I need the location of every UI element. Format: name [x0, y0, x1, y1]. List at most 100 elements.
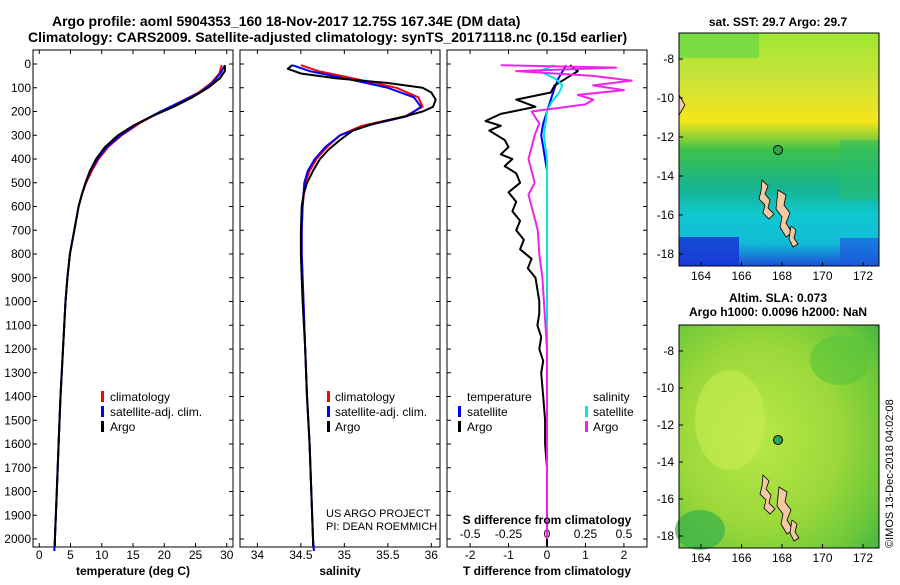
sst-map-frame [678, 32, 880, 267]
t-difference-tick-label: -2 [465, 548, 476, 562]
salinity-tick-label: 34.5 [289, 548, 313, 562]
t-difference-axis-ticks: -2 -1 0 1 2 [465, 50, 628, 562]
depth-tick-label: 1500 [4, 413, 31, 427]
map-lon-tick-label: 172 [853, 551, 873, 565]
series-line-climatology [53, 64, 223, 551]
series-line-climatology [300, 64, 424, 551]
legend-t-argo-label: Argo [467, 420, 493, 434]
legend-climatology-label: climatology [110, 390, 170, 404]
map-lat-tick-label: -16 [657, 208, 675, 222]
map-lat-tick-label: -10 [657, 381, 675, 395]
s-difference-tick-label: -0.5 [460, 527, 481, 541]
map-lon-tick-label: 166 [731, 551, 751, 565]
salinity-panel-frame [239, 49, 441, 548]
map-lat-tick-label: -14 [657, 169, 675, 183]
legend-t-argo-swatch [458, 421, 461, 432]
map-lat-tick-label: -10 [657, 91, 675, 105]
s-difference-tick-label: 0.25 [574, 527, 598, 541]
series-line-argo [53, 65, 226, 547]
sla-map-patch [695, 370, 765, 470]
depth-tick-label: 1600 [4, 437, 31, 451]
temperature-panel-frame [32, 49, 234, 548]
salinity-series [286, 64, 437, 551]
sla-map-patch [810, 335, 870, 385]
series-line-argo [286, 64, 437, 547]
sla-map-title-line1: Altim. SLA: 0.073 [729, 291, 827, 305]
legend-salinity-heading: salinity [593, 390, 630, 404]
difference-series [484, 64, 633, 547]
temperature-axis-label: temperature (deg C) [76, 564, 190, 578]
legend-argo-label: Argo [110, 420, 136, 434]
map-lon-tick-label: 168 [772, 269, 792, 283]
sst-map-title: sat. SST: 29.7 Argo: 29.7 [709, 15, 848, 29]
map-lat-tick-label: -8 [663, 344, 674, 358]
sst-map-patch [679, 33, 759, 58]
depth-tick-label: 700 [11, 223, 31, 237]
depth-tick-label: 200 [11, 105, 31, 119]
legend-climatology-label: climatology [335, 390, 395, 404]
t-difference-tick-label: 1 [582, 548, 589, 562]
depth-tick-label: 1900 [4, 508, 31, 522]
temperature-tick-label: 0 [36, 548, 43, 562]
map-lon-tick-label: 172 [853, 269, 873, 283]
temperature-tick-label: 10 [95, 548, 109, 562]
map-lon-tick-label: 170 [812, 551, 832, 565]
map-lat-tick-label: -12 [657, 418, 675, 432]
legend-temperature-heading: temperature [467, 390, 532, 404]
argo-float-location [773, 435, 783, 445]
sst-map [678, 32, 880, 267]
temperature-tick-label: 15 [126, 548, 140, 562]
island-shape [788, 225, 799, 248]
s-difference-tick-label: -0.25 [495, 527, 523, 541]
legend-satellite-label: satellite-adj. clim. [335, 405, 427, 419]
depth-tick-label: 0 [24, 57, 31, 71]
depth-tick-label: 1100 [5, 318, 31, 332]
depth-tick-label: 1400 [4, 390, 31, 404]
depth-tick-label: 500 [11, 176, 31, 190]
depth-tick-label: 100 [11, 81, 31, 95]
series-line-salinity-argo [500, 64, 633, 539]
difference-legend: temperature satellite Argo salinity sate… [458, 390, 634, 434]
temperature-axis-ticks: 0 5 10 15 20 25 30 [36, 50, 234, 562]
series-line-temperature-argo [484, 64, 579, 547]
salinity-axis-ticks: 34 34.5 35 35.5 36 [251, 50, 439, 562]
map-lat-tick-label: -18 [657, 247, 675, 261]
depth-tick-label: 800 [11, 247, 31, 261]
temperature-tick-label: 25 [189, 548, 203, 562]
map-lon-tick-label: 166 [731, 269, 751, 283]
temperature-series [53, 64, 226, 551]
figure-title-line1: Argo profile: aoml 5904353_160 18-Nov-20… [52, 13, 520, 29]
map-lon-tick-label: 170 [812, 269, 832, 283]
salinity-axis-label: salinity [319, 564, 361, 578]
figure-title-line2: Climatology: CARS2009. Satellite-adjuste… [28, 29, 627, 45]
temperature-tick-label: 20 [158, 548, 172, 562]
sst-map-ticks: -8 -10 -12 -14 -16 -18 164 166 168 170 172 [657, 52, 874, 283]
map-lat-tick-label: -12 [657, 130, 675, 144]
legend-argo-swatch [327, 421, 330, 432]
sst-map-patch [679, 237, 739, 266]
island-shape [789, 519, 800, 542]
salinity-tick-label: 36 [425, 548, 439, 562]
salinity-legend: climatology satellite-adj. clim. Argo [327, 390, 427, 434]
imos-timestamp: ©IMOS 13-Dec-2018 04:02:08 [884, 399, 896, 548]
t-difference-tick-label: 0 [544, 548, 551, 562]
credit-pi: PI: DEAN ROEMMICH [326, 521, 437, 533]
depth-axis-ticks: 0 100 200 300 400 500 600 700 800 900 1000 1100 1200… [4, 57, 647, 546]
depth-tick-label: 1800 [4, 485, 31, 499]
depth-tick-label: 1700 [4, 461, 31, 475]
island-shape [758, 179, 775, 220]
legend-t-satellite-label: satellite [467, 405, 508, 419]
legend-argo-swatch [101, 421, 104, 432]
depth-tick-label: 400 [11, 152, 31, 166]
legend-satellite-swatch [327, 406, 330, 417]
legend-s-argo-label: Argo [593, 420, 619, 434]
depth-tick-label: 900 [11, 271, 31, 285]
salinity-tick-label: 35 [338, 548, 352, 562]
map-lat-tick-label: -8 [663, 52, 674, 66]
legend-climatology-swatch [101, 391, 104, 402]
sla-map-ticks: -8 -10 -12 -14 -16 -18 164 166 168 170 172 [657, 344, 874, 565]
t-difference-tick-label: 2 [621, 548, 628, 562]
legend-s-satellite-swatch [585, 406, 588, 417]
map-lon-tick-label: 164 [691, 269, 711, 283]
legend-s-argo-swatch [585, 421, 588, 432]
